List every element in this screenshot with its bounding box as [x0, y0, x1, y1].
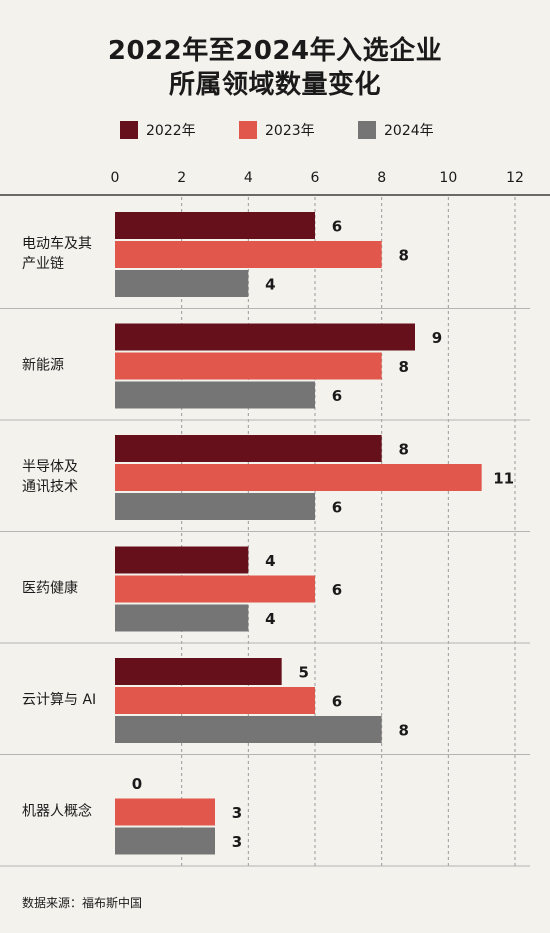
- data-label-2-2: 6: [332, 499, 342, 517]
- source-note: 数据来源：福布斯中国: [22, 896, 143, 910]
- legend-swatch-2022: [120, 121, 138, 139]
- data-label-4-1: 6: [332, 693, 342, 711]
- x-tick-label-6: 6: [311, 170, 320, 186]
- data-label-5-1: 3: [232, 804, 242, 822]
- data-label-0-2: 4: [265, 276, 275, 294]
- bar-5-1: [115, 798, 215, 826]
- x-tick-label-12: 12: [506, 170, 524, 186]
- legend-label-2024: 2024年: [384, 123, 434, 139]
- bar-4-2: [115, 716, 382, 743]
- chart-title-line-2: 所属领域数量变化: [168, 70, 381, 100]
- data-label-1-1: 8: [398, 358, 408, 376]
- category-label-4: 云计算与 AI: [22, 692, 96, 708]
- category-label-0: 电动车及其产业链: [22, 235, 92, 272]
- chart-title: 2022年至2024年入选企业 所属领域数量变化: [0, 34, 550, 102]
- chart-title-line-1: 2022年至2024年入选企业: [107, 36, 443, 66]
- category-label-3: 医药健康: [22, 579, 78, 596]
- bar-2-1: [115, 464, 482, 491]
- data-label-4-2: 8: [398, 722, 408, 740]
- legend-item-2024: 2024年: [358, 120, 434, 140]
- bar-1-2: [115, 381, 315, 409]
- legend-label-2022: 2022年: [146, 123, 196, 139]
- category-label-1: 新能源: [22, 357, 64, 373]
- legend: 2022年 2023年 2024年: [0, 120, 550, 142]
- data-label-0-1: 8: [398, 247, 408, 265]
- legend-item-2022: 2022年: [120, 120, 196, 140]
- bar-0-1: [115, 241, 382, 268]
- category-label-2: 半导体及通讯技术: [22, 459, 78, 495]
- data-label-3-0: 4: [265, 552, 275, 570]
- bar-0-0: [115, 212, 315, 239]
- category-label-5: 机器人概念: [22, 802, 92, 819]
- data-label-5-0: 0: [132, 775, 142, 793]
- bar-2-2: [115, 493, 315, 520]
- bar-0-2: [115, 270, 249, 297]
- data-label-3-2: 4: [265, 610, 275, 628]
- data-label-1-2: 6: [332, 387, 342, 405]
- legend-swatch-2023: [239, 121, 257, 139]
- x-tick-label-2: 2: [177, 170, 186, 186]
- bar-5-2: [115, 827, 215, 855]
- data-label-2-1: 11: [493, 470, 514, 488]
- data-label-1-0: 9: [432, 329, 442, 347]
- x-tick-label-8: 8: [377, 170, 386, 186]
- x-tick-label-4: 4: [244, 170, 253, 186]
- bar-4-0: [115, 658, 282, 685]
- bar-3-1: [115, 575, 315, 603]
- data-label-5-2: 3: [232, 833, 242, 851]
- bar-1-0: [115, 323, 415, 351]
- data-label-3-1: 6: [332, 581, 342, 599]
- bar-3-2: [115, 604, 249, 632]
- data-label-0-0: 6: [332, 218, 342, 236]
- x-tick-label-0: 0: [111, 170, 120, 186]
- x-tick-label-10: 10: [439, 170, 457, 186]
- legend-item-2023: 2023年: [239, 120, 315, 140]
- bar-2-0: [115, 435, 382, 462]
- bar-3-0: [115, 546, 249, 574]
- legend-swatch-2024: [358, 121, 376, 139]
- data-label-4-0: 5: [298, 664, 308, 682]
- bar-1-1: [115, 352, 382, 380]
- data-label-2-0: 8: [398, 441, 408, 459]
- bar-4-1: [115, 687, 315, 714]
- legend-label-2023: 2023年: [265, 123, 315, 139]
